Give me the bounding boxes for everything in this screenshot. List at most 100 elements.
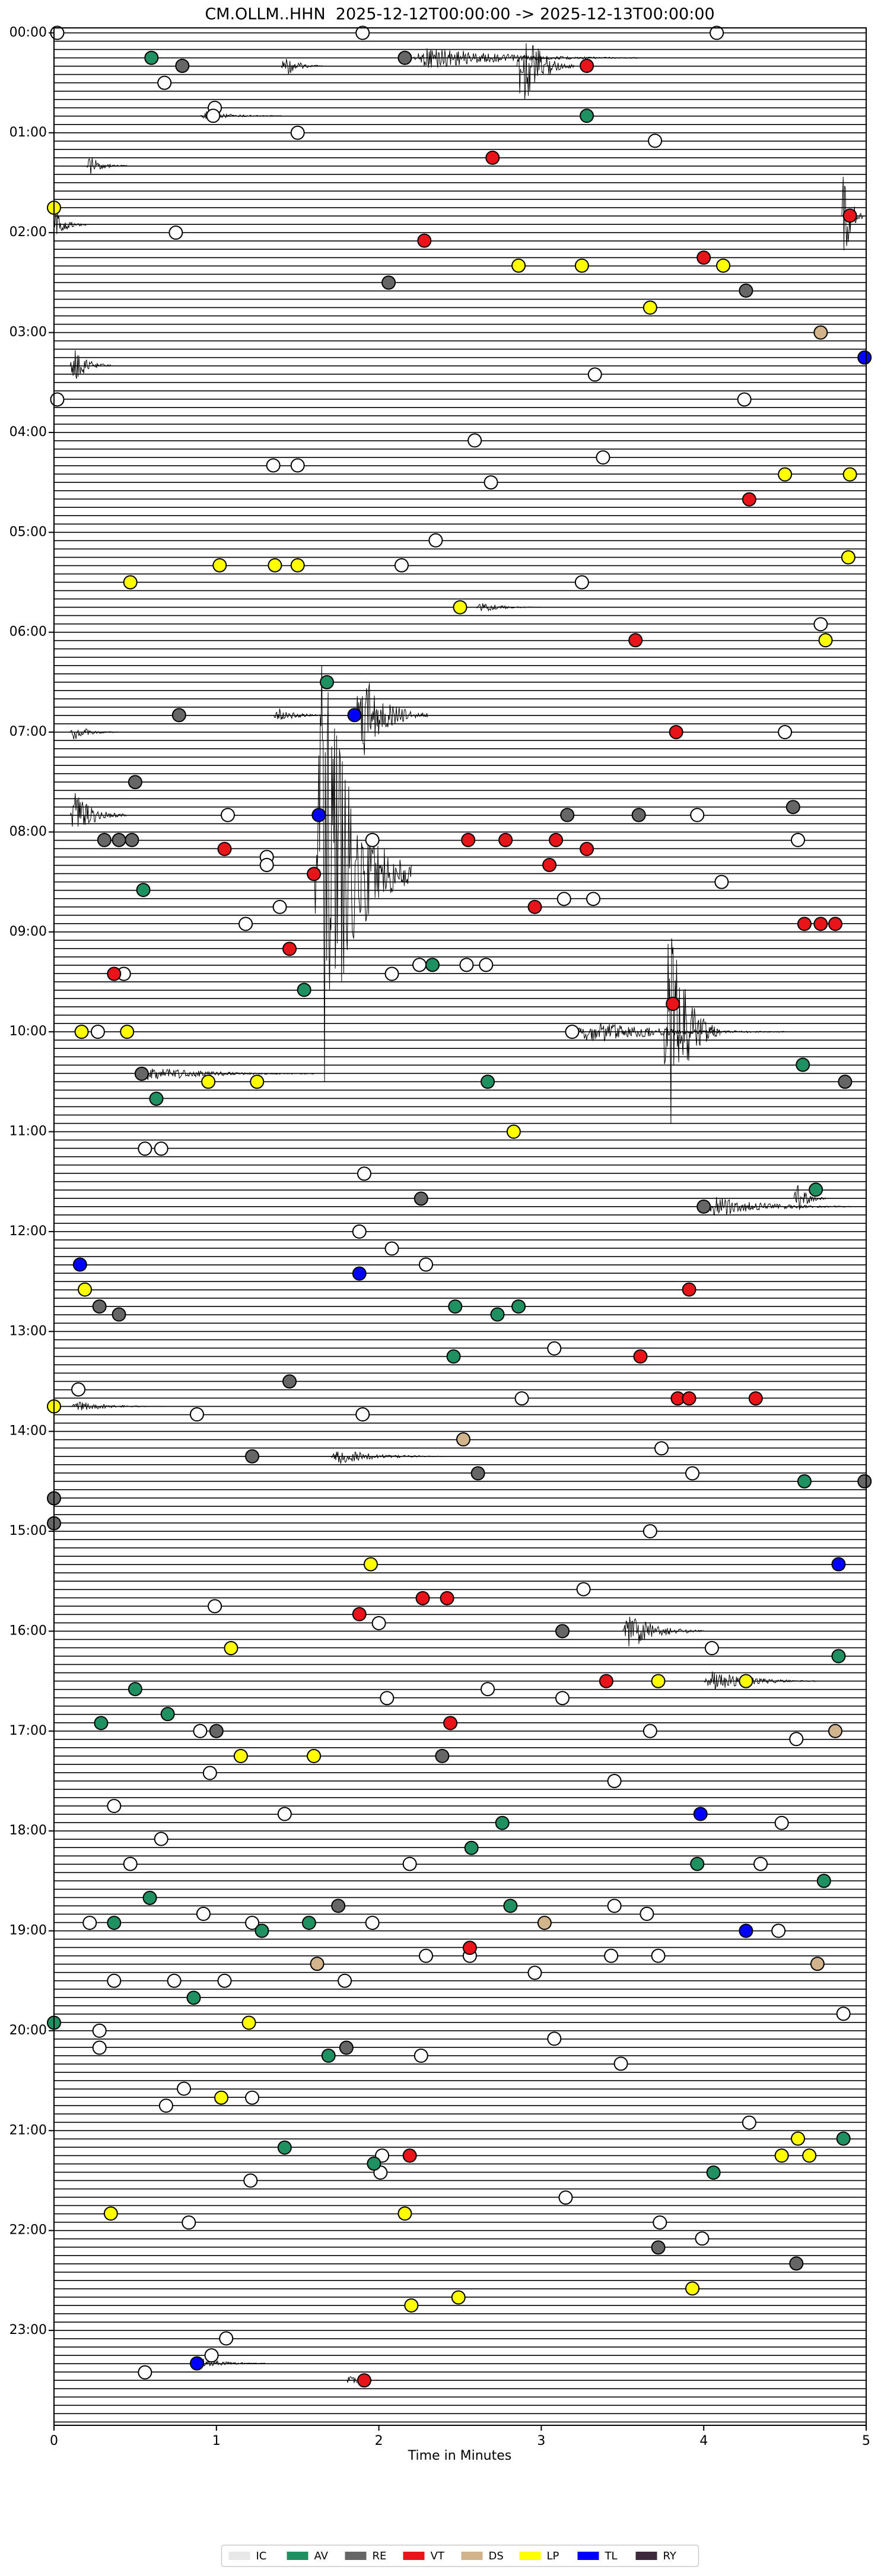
y-tick-label: 09:00 xyxy=(9,924,47,939)
event-marker xyxy=(414,1191,428,1206)
event-marker xyxy=(282,942,297,956)
waveform-burst xyxy=(573,1022,785,1042)
event-marker xyxy=(107,1973,122,1988)
event-marker xyxy=(189,2356,204,2371)
event-marker xyxy=(470,1466,485,1481)
y-tick-label: 21:00 xyxy=(9,2123,47,2138)
waveform-burst xyxy=(53,212,87,234)
event-marker xyxy=(142,1890,157,1905)
event-marker xyxy=(648,133,663,148)
event-marker xyxy=(209,1723,224,1738)
event-marker xyxy=(785,800,800,815)
event-marker xyxy=(245,2090,260,2105)
event-marker xyxy=(446,1349,461,1364)
event-marker xyxy=(250,1074,265,1089)
event-marker xyxy=(217,842,232,857)
event-marker xyxy=(828,917,842,931)
event-marker xyxy=(607,1773,622,1788)
event-marker xyxy=(381,275,396,290)
event-marker xyxy=(355,1407,370,1422)
event-marker xyxy=(789,1732,804,1747)
event-marker xyxy=(774,1815,789,1830)
legend-swatch xyxy=(287,2552,308,2560)
event-marker xyxy=(307,867,322,882)
waveform-burst xyxy=(622,1617,704,1646)
event-marker xyxy=(321,2049,336,2063)
event-marker xyxy=(778,725,793,740)
y-tick-label: 02:00 xyxy=(9,225,47,240)
event-marker xyxy=(742,2115,756,2130)
event-marker xyxy=(154,1831,168,1846)
event-marker xyxy=(653,2215,667,2230)
x-tick-label: 2 xyxy=(375,2434,383,2448)
event-marker xyxy=(212,558,227,573)
event-marker xyxy=(301,1916,316,1931)
waveform-burst xyxy=(313,665,412,1082)
event-marker xyxy=(90,1025,105,1039)
event-marker xyxy=(182,2215,196,2230)
event-marker xyxy=(555,1691,570,1706)
event-marker xyxy=(464,1840,479,1855)
event-marker xyxy=(367,2156,381,2171)
event-marker xyxy=(547,2031,562,2046)
event-marker xyxy=(456,1432,470,1447)
waveform-burst xyxy=(273,708,330,720)
event-marker xyxy=(290,458,305,473)
event-marker xyxy=(631,807,646,822)
y-tick-label: 12:00 xyxy=(9,1224,47,1239)
event-marker xyxy=(558,2190,573,2205)
event-marker xyxy=(485,150,500,165)
event-marker xyxy=(319,675,334,689)
plot-frame xyxy=(53,27,867,2426)
event-marker xyxy=(245,1916,260,1931)
event-marker xyxy=(217,1973,232,1988)
event-marker xyxy=(527,1966,542,1980)
x-tick-label: 4 xyxy=(699,2434,708,2448)
waveform-burst xyxy=(69,728,119,740)
event-marker xyxy=(547,1341,562,1356)
event-marker xyxy=(753,1856,768,1871)
event-marker xyxy=(797,917,812,931)
y-tick-label: 16:00 xyxy=(9,1623,47,1638)
event-marker xyxy=(461,832,476,847)
event-marker xyxy=(402,1856,417,1871)
event-marker xyxy=(537,1916,552,1931)
event-marker xyxy=(134,1066,149,1081)
x-tick-label: 5 xyxy=(862,2434,870,2448)
event-marker xyxy=(831,1649,846,1664)
waveform-burst xyxy=(69,793,128,827)
event-marker xyxy=(355,26,370,40)
event-marker xyxy=(737,392,752,407)
waveform-burst xyxy=(135,1068,314,1080)
event-marker xyxy=(404,2298,419,2313)
legend-swatch xyxy=(461,2552,483,2560)
event-marker xyxy=(419,1257,434,1272)
event-marker xyxy=(202,1766,217,1780)
event-marker xyxy=(384,1241,399,1256)
event-marker xyxy=(168,225,183,240)
event-marker xyxy=(415,1591,430,1605)
event-marker xyxy=(633,1349,648,1364)
event-marker xyxy=(428,533,443,548)
event-marker xyxy=(580,58,594,73)
event-marker xyxy=(742,492,756,507)
event-marker xyxy=(357,2373,371,2388)
event-marker xyxy=(189,1407,204,1422)
event-marker xyxy=(94,1716,109,1731)
event-marker xyxy=(828,1723,842,1738)
event-marker xyxy=(371,1615,386,1630)
event-marker xyxy=(402,2148,417,2163)
event-marker xyxy=(503,1898,518,1913)
y-tick-label: 04:00 xyxy=(9,425,47,440)
event-marker xyxy=(604,1948,619,1963)
event-marker xyxy=(394,558,409,573)
event-marker xyxy=(241,2015,256,2030)
event-marker xyxy=(112,1307,126,1322)
event-marker xyxy=(479,958,494,972)
event-marker xyxy=(838,1074,853,1089)
legend-label: LP xyxy=(547,2550,559,2562)
legend-label: DS xyxy=(489,2550,504,2562)
event-marker xyxy=(310,1957,325,1971)
event-marker xyxy=(607,1898,622,1913)
event-marker xyxy=(167,1973,182,1988)
